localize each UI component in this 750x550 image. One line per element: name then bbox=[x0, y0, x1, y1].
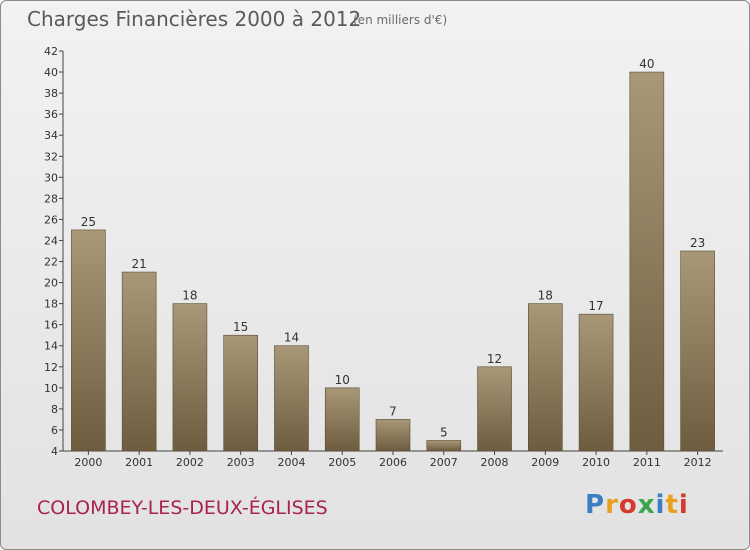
y-tick-label: 8 bbox=[51, 403, 58, 416]
bar-2007 bbox=[426, 440, 462, 452]
bar-2000 bbox=[71, 229, 106, 452]
bar-2010 bbox=[578, 313, 614, 452]
x-tick-label: 2001 bbox=[125, 456, 153, 469]
bar-value-label: 18 bbox=[538, 289, 553, 303]
logo-letter: P bbox=[585, 490, 606, 520]
bar-2008 bbox=[477, 366, 512, 452]
x-tick-label: 2002 bbox=[176, 456, 204, 469]
y-tick-label: 22 bbox=[44, 256, 58, 269]
logo-letter: i bbox=[655, 490, 666, 520]
y-tick-label: 32 bbox=[44, 150, 58, 163]
y-tick-label: 16 bbox=[44, 319, 58, 332]
bar-value-label: 18 bbox=[182, 289, 197, 303]
x-tick-label: 2012 bbox=[684, 456, 712, 469]
bar-2012 bbox=[680, 250, 715, 452]
bar-value-label: 15 bbox=[233, 320, 248, 334]
bar-value-label: 10 bbox=[335, 373, 350, 387]
y-tick-label: 38 bbox=[44, 87, 58, 100]
bar-value-label: 14 bbox=[284, 331, 299, 345]
y-tick-label: 36 bbox=[44, 108, 58, 121]
bar-value-label: 25 bbox=[81, 215, 96, 229]
chart-title: Charges Financières 2000 à 2012 bbox=[27, 7, 362, 31]
bar-2003 bbox=[223, 334, 258, 452]
bar-value-label: 17 bbox=[588, 299, 603, 313]
y-tick-label: 28 bbox=[44, 192, 58, 205]
bar-value-label: 7 bbox=[389, 404, 397, 418]
y-tick-label: 30 bbox=[44, 171, 58, 184]
y-tick-label: 26 bbox=[44, 213, 58, 226]
bar-2009 bbox=[528, 303, 563, 452]
y-tick-label: 4 bbox=[51, 445, 58, 458]
bar-2002 bbox=[172, 303, 208, 452]
x-tick-label: 2003 bbox=[227, 456, 255, 469]
y-tick-label: 34 bbox=[44, 129, 58, 142]
bar-2005 bbox=[324, 387, 360, 452]
logo-letter: o bbox=[618, 490, 638, 520]
y-tick-label: 40 bbox=[44, 66, 58, 79]
y-tick-label: 6 bbox=[51, 424, 58, 437]
x-tick-label: 2010 bbox=[582, 456, 610, 469]
y-tick-label: 18 bbox=[44, 298, 58, 311]
proxiti-logo[interactable]: Proxiti bbox=[585, 490, 689, 520]
chart-axes: 4 6 8 10 12 14 16 18 20 22 24 26 28 30 32 34 36 38 40 42 bbox=[44, 45, 723, 458]
logo-letter: x bbox=[637, 490, 656, 520]
x-tick-label: 2009 bbox=[531, 456, 559, 469]
y-tick-label: 42 bbox=[44, 45, 58, 58]
bar-value-label: 40 bbox=[639, 57, 654, 71]
bar-2004 bbox=[274, 345, 309, 452]
x-tick-label: 2007 bbox=[430, 456, 458, 469]
y-tick-label: 20 bbox=[44, 277, 58, 290]
x-tick-label: 2000 bbox=[74, 456, 102, 469]
bar-2001 bbox=[121, 271, 157, 452]
chart-bars: 25 2000 21 2001 18 2002 15 2003 14 2004 10 2005 7 200… bbox=[71, 57, 715, 469]
bar-2006 bbox=[375, 419, 411, 452]
y-tick-label: 12 bbox=[44, 361, 58, 374]
x-tick-label: 2004 bbox=[277, 456, 305, 469]
logo-letter: t bbox=[665, 490, 679, 520]
logo-letter: r bbox=[605, 490, 619, 520]
x-tick-label: 2011 bbox=[633, 456, 661, 469]
x-tick-label: 2006 bbox=[379, 456, 407, 469]
y-tick-label: 14 bbox=[44, 340, 58, 353]
logo-letter: i bbox=[678, 490, 689, 520]
y-tick-label: 10 bbox=[44, 382, 58, 395]
x-tick-label: 2008 bbox=[481, 456, 509, 469]
bar-2011 bbox=[629, 71, 665, 452]
bar-value-label: 23 bbox=[690, 236, 705, 250]
bar-value-label: 21 bbox=[132, 257, 147, 271]
y-tick-label: 24 bbox=[44, 234, 58, 247]
bar-value-label: 5 bbox=[440, 425, 448, 439]
chart-subtitle: (en milliers d'€) bbox=[353, 13, 448, 27]
place-name: COLOMBEY-LES-DEUX-ÉGLISES bbox=[37, 497, 328, 519]
x-tick-label: 2005 bbox=[328, 456, 356, 469]
bar-value-label: 12 bbox=[487, 352, 502, 366]
